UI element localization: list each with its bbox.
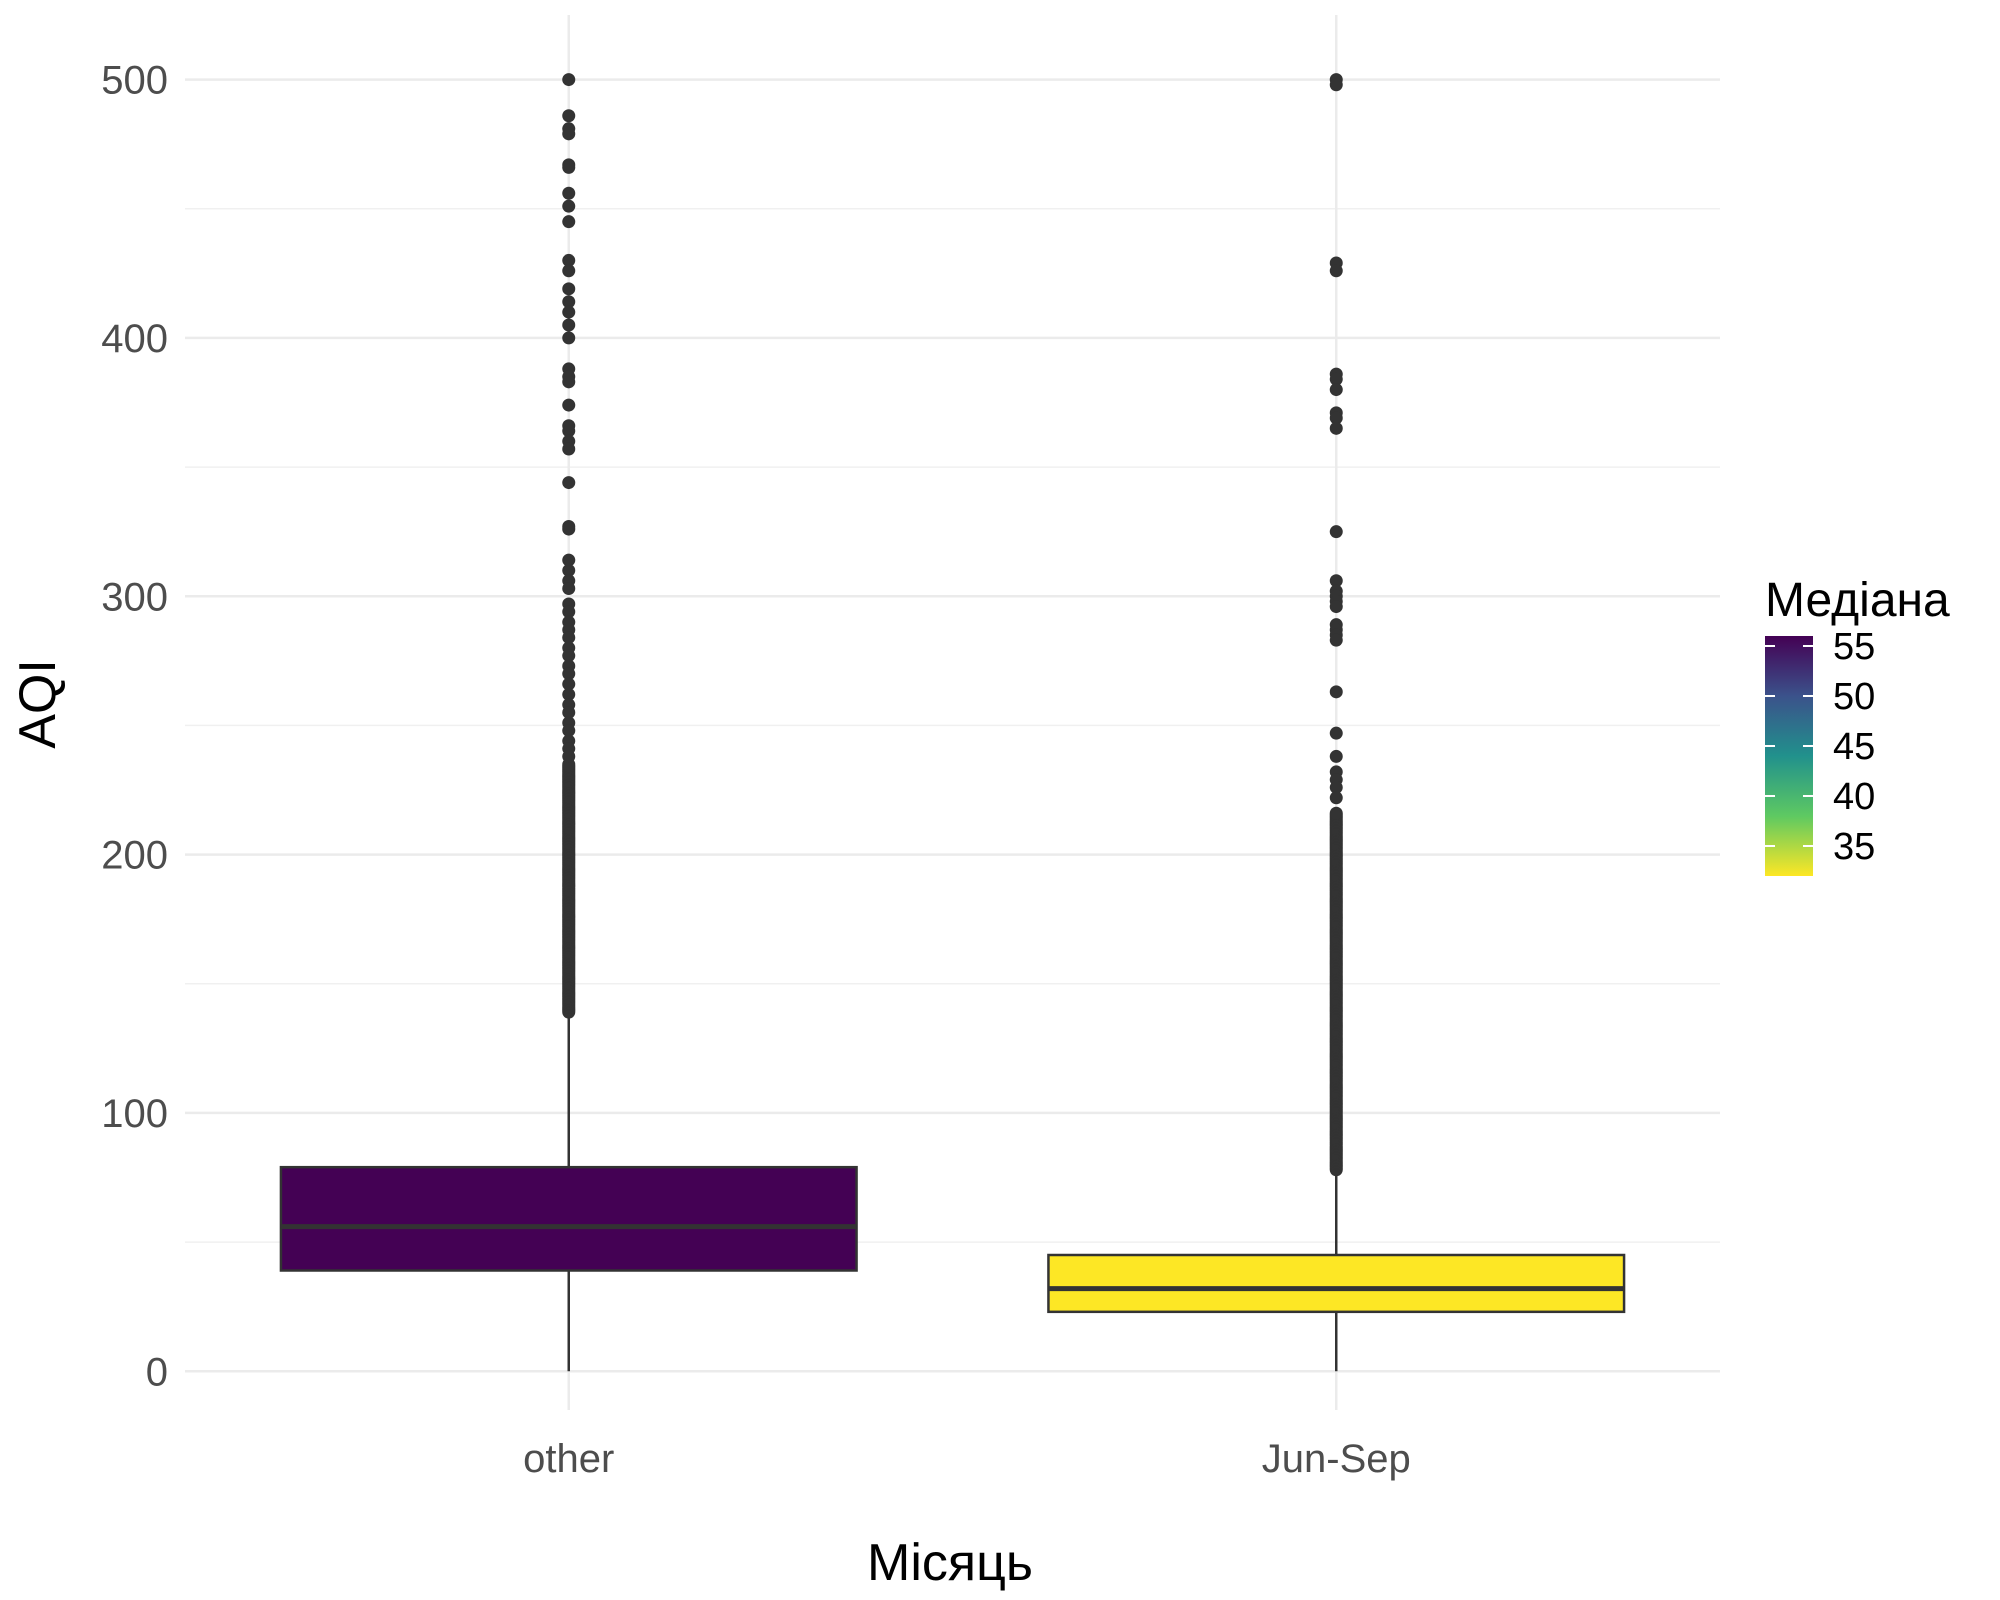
y-tick-label: 0: [146, 1350, 168, 1394]
outlier-point: [562, 631, 576, 645]
outlier-point: [562, 264, 576, 278]
outlier-point: [562, 724, 576, 738]
outlier-point: [562, 186, 576, 200]
outlier-point: [1329, 574, 1343, 588]
axes: 0 100 200 300 400 500 other Jun-Sep: [101, 59, 1410, 1481]
outlier-point: [562, 649, 576, 663]
outlier-point: [562, 109, 576, 123]
outlier-point: [562, 605, 576, 619]
y-axis-title: AQI: [9, 659, 67, 749]
outlier-point: [1329, 411, 1343, 425]
outlier-point: [562, 305, 576, 319]
outlier-point: [1329, 780, 1343, 794]
outlier-point: [562, 749, 576, 763]
outlier-point: [562, 522, 576, 536]
outlier-point: [562, 424, 576, 438]
outlier-point: [562, 563, 576, 577]
legend-title: Медіана: [1765, 574, 1950, 627]
outlier-point: [562, 398, 576, 412]
outlier-point: [1329, 726, 1343, 740]
y-tick-label: 400: [101, 317, 168, 361]
y-tick-label: 300: [101, 575, 168, 619]
outlier-point: [1329, 421, 1343, 435]
y-tick-label: 500: [101, 59, 168, 103]
colorbar: [1765, 636, 1813, 876]
outlier-point: [562, 331, 576, 345]
y-tick-label: 100: [101, 1092, 168, 1136]
outlier-point: [562, 73, 576, 87]
outlier-point: [1329, 685, 1343, 699]
outlier-point: [1329, 525, 1343, 539]
x-tick-label: Jun-Sep: [1262, 1437, 1411, 1481]
outlier-point: [562, 282, 576, 296]
outlier-point: [562, 553, 576, 567]
legend-tick-label: 45: [1833, 726, 1875, 768]
legend-tick-label: 40: [1833, 776, 1875, 818]
outlier-point: [1329, 372, 1343, 386]
box-group-jun-sep: [1047, 73, 1626, 1372]
box-iqr: [1047, 1253, 1626, 1314]
outlier-point: [562, 582, 576, 595]
box-group-other: [279, 73, 858, 1372]
outlier-point: [1329, 600, 1343, 614]
outlier-point: [562, 199, 576, 213]
box-iqr: [279, 1165, 858, 1272]
outlier-point: [562, 442, 576, 456]
outlier-point: [562, 318, 576, 332]
legend-tick-label: 35: [1833, 826, 1875, 868]
legend-tick-label: 50: [1833, 676, 1875, 718]
colorbar-legend: Медіана 55 50 45 40 35: [1765, 574, 1950, 876]
outlier-point: [562, 253, 576, 267]
outlier-point: [562, 677, 576, 691]
y-tick-label: 200: [101, 834, 168, 878]
outlier-point: [1329, 791, 1343, 805]
outlier-point: [562, 127, 576, 141]
outlier-point: [562, 476, 576, 490]
outlier-point: [562, 375, 576, 389]
outlier-point: [1329, 264, 1343, 278]
outlier-point: [562, 706, 576, 719]
outlier-point: [562, 295, 576, 309]
outlier-point: [1329, 633, 1343, 647]
outlier-point: [1329, 383, 1343, 397]
outlier-point: [1329, 749, 1343, 763]
plot-area: [279, 73, 1626, 1372]
x-axis-title: Місяць: [867, 1534, 1033, 1592]
x-tick-label: other: [523, 1437, 614, 1481]
outlier-point: [562, 160, 576, 174]
outlier-point: [1329, 78, 1343, 92]
outlier-point: [562, 687, 576, 701]
outlier-point: [562, 667, 576, 681]
legend-tick-label: 55: [1833, 626, 1875, 668]
outlier-point: [562, 215, 576, 229]
outlier-point: [1329, 806, 1343, 820]
